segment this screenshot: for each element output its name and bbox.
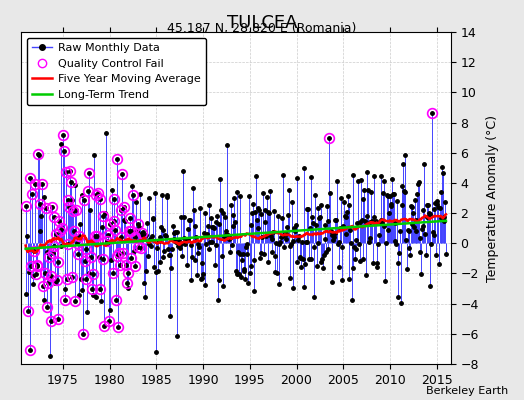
Text: Berkeley Earth: Berkeley Earth xyxy=(426,386,508,396)
Text: 45.187 N, 28.820 E (Romania): 45.187 N, 28.820 E (Romania) xyxy=(167,22,357,35)
Legend: Raw Monthly Data, Quality Control Fail, Five Year Moving Average, Long-Term Tren: Raw Monthly Data, Quality Control Fail, … xyxy=(27,38,206,105)
Y-axis label: Temperature Anomaly (°C): Temperature Anomaly (°C) xyxy=(486,114,499,282)
Text: TULCEA: TULCEA xyxy=(227,14,297,32)
